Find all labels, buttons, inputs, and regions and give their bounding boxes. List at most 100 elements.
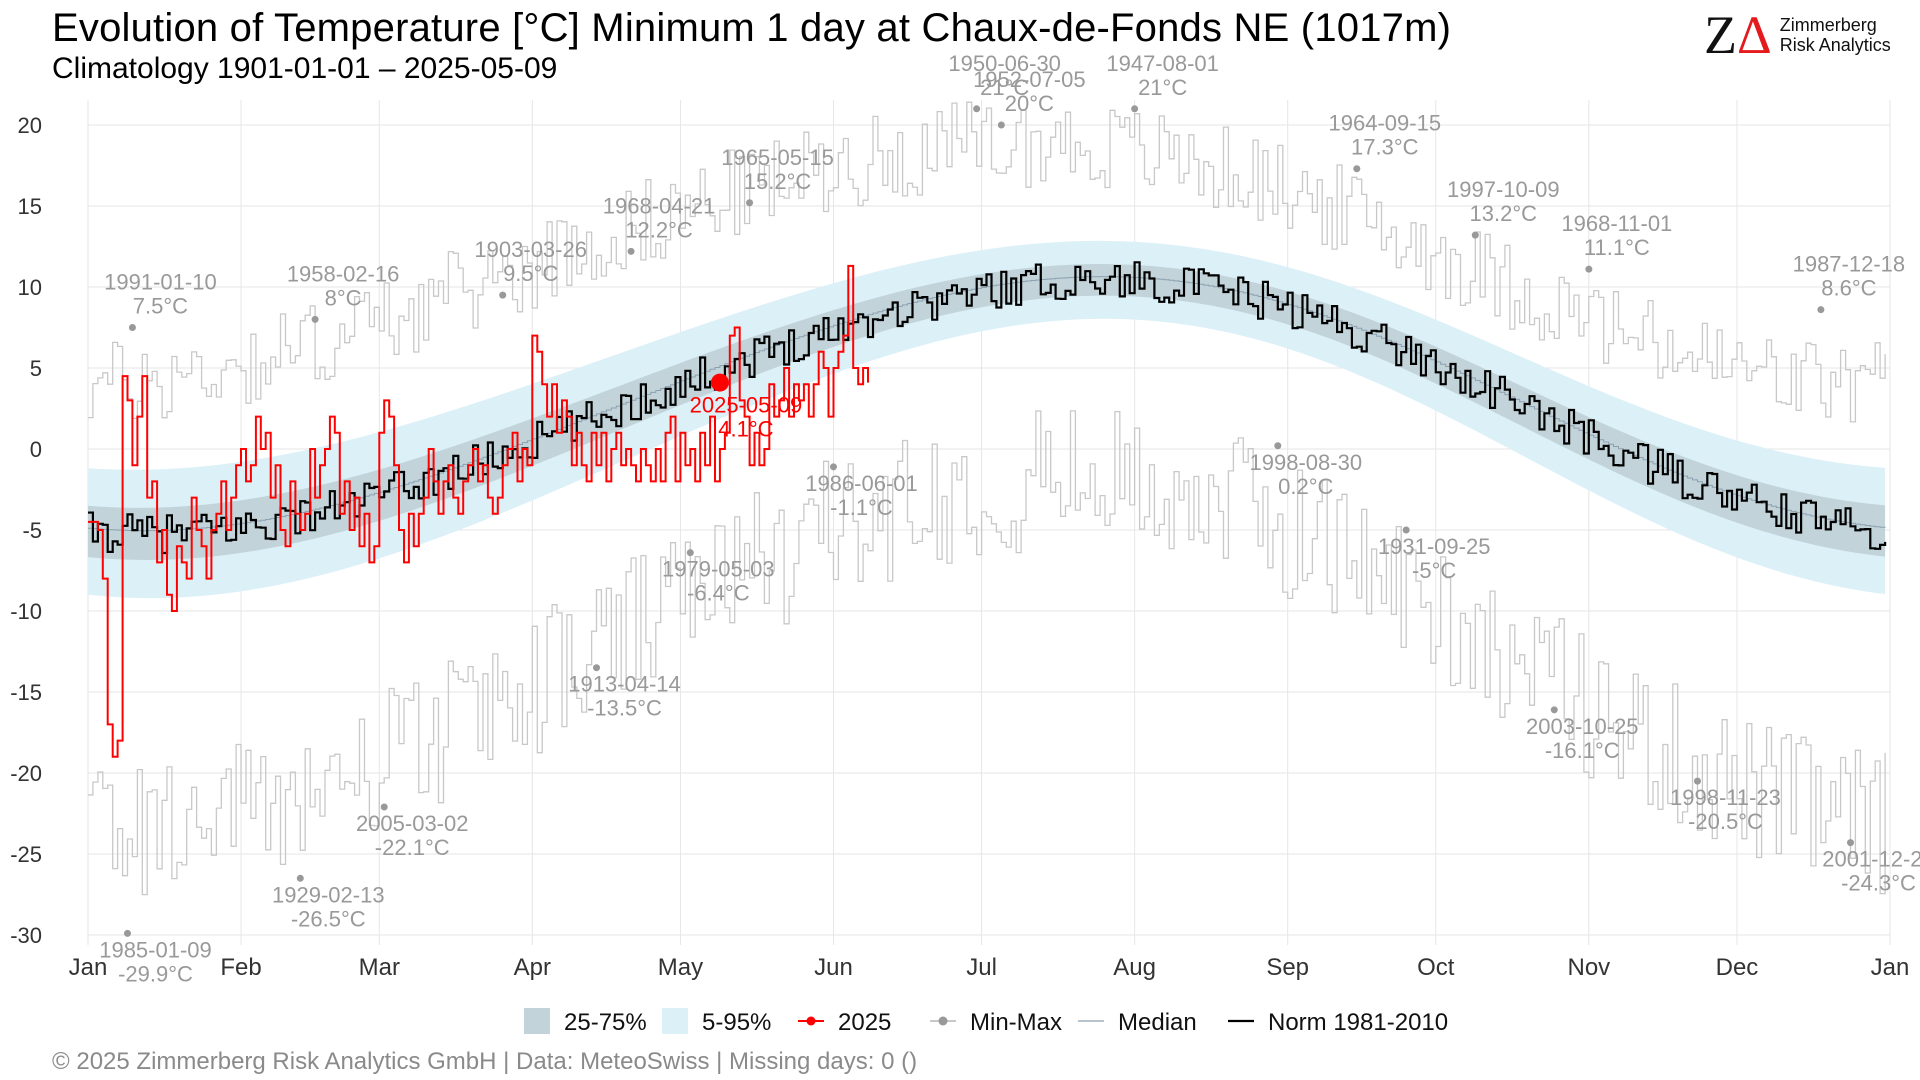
y-tick-label-5: -5 [22,518,42,543]
legend-label-series_2025: 2025 [838,1009,891,1036]
x-tick-label-8: Sep [1266,954,1309,981]
record-value-2: 9.5°C [503,261,558,286]
record-point-16 [686,549,694,557]
record-value-19: -5°C [1412,558,1456,583]
x-tick-label-1: Feb [220,954,261,981]
x-tick-label-9: Oct [1417,954,1455,981]
x-tick-label-4: May [658,954,703,981]
logo-delta: Δ [1737,5,1772,65]
y-tick-label-2: 10 [18,275,42,300]
company-logo: ZΔ Zimmerberg Risk Analytics [1704,8,1891,62]
record-date-11: 1987-12-18 [1793,252,1906,277]
x-tick-label-11: Dec [1716,954,1759,981]
y-tick-label-4: 0 [30,437,42,462]
legend-item-band_5_95: 5-95% [662,1008,771,1036]
y-tick-label-0: 20 [18,113,42,138]
y-tick-label-7: -15 [10,680,42,705]
record-point-22 [1847,839,1855,847]
chart-title: Evolution of Temperature [°C] Minimum 1 … [52,6,1452,50]
record-date-13: 1929-02-13 [272,882,385,907]
y-tick-label-9: -25 [10,842,42,867]
record-date-12: 1985-01-09 [99,937,212,962]
legend-swatch-band_25_75 [524,1008,550,1034]
logo-mark: ZΔ [1704,8,1772,62]
record-date-22: 2001-12-24 [1822,847,1920,872]
legend-dot-minmax [938,1016,948,1026]
record-point-10 [1585,265,1593,273]
record-value-21: -20.5°C [1688,809,1763,834]
record-date-1: 1958-02-16 [287,261,400,286]
record-date-10: 1968-11-01 [1561,211,1672,236]
record-value-7: 21°C [1138,75,1187,100]
legend-label-band_5_95: 5-95% [702,1009,771,1036]
record-date-16: 1979-05-03 [662,557,775,582]
record-point-13 [296,874,304,882]
record-value-4: 15.2°C [744,169,812,194]
legend-label-norm: Norm 1981-2010 [1268,1009,1448,1036]
record-date-4: 1965-05-15 [721,145,834,170]
record-point-8 [1353,165,1361,173]
y-tick-label-3: 5 [30,356,42,381]
record-value-10: 11.1°C [1584,235,1650,260]
record-value-13: -26.5°C [291,906,366,931]
record-date-18: 1998-08-30 [1250,450,1363,475]
record-value-6: 20°C [1005,91,1054,116]
record-point-5 [973,105,981,113]
record-date-9: 1997-10-09 [1447,177,1560,202]
record-value-22: -24.3°C [1841,871,1916,896]
record-date-8: 1964-09-15 [1329,111,1442,136]
record-value-17: -1.1°C [830,495,893,520]
record-value-8: 17.3°C [1351,135,1419,160]
current-day-marker [710,373,729,392]
record-date-5: 1950-06-30 [948,51,1061,76]
x-tick-label-5: Jun [814,954,853,981]
record-value-5: 21°C [980,75,1029,100]
record-date-21: 1998-11-23 [1670,785,1781,810]
record-point-1 [311,315,319,323]
record-point-18 [1274,442,1282,450]
logo-z: Z [1704,5,1737,65]
y-tick-label-10: -30 [10,923,42,948]
record-date-0: 1991-01-10 [104,270,217,295]
y-tick-label-1: 15 [18,194,42,219]
record-value-16: -6.4°C [687,581,750,606]
record-date-7: 1947-08-01 [1106,51,1219,76]
record-date-2: 1903-03-26 [474,237,587,262]
chart-subtitle: Climatology 1901-01-01 – 2025-05-09 [52,52,558,85]
x-tick-label-12: Jan [1871,954,1910,981]
record-point-0 [128,324,136,331]
norm-line [88,261,1887,555]
footer-copyright: © 2025 Zimmerberg Risk Analytics GmbH | … [52,1048,918,1075]
x-tick-label-6: Jul [966,954,997,981]
legend-item-series_2025: 2025 [798,1009,891,1036]
logo-line1: Zimmerberg [1779,15,1877,35]
chart-legend: 25-75% 5-95% 2025 Min-Max Median Norm 1981-20… [524,1008,1448,1036]
record-date-14: 2005-03-02 [356,811,469,836]
record-date-20: 2003-10-25 [1526,714,1639,739]
record-point-2 [499,291,507,299]
current-day-date: 2025-05-09 [690,393,803,418]
record-date-17: 1986-06-01 [805,471,918,496]
legend-item-band_25_75: 25-75% [524,1008,647,1036]
logo-text: Zimmerberg Risk Analytics [1780,15,1891,55]
logo-line2: Risk Analytics [1779,35,1891,55]
record-point-20 [1550,706,1558,714]
legend-label-band_25_75: 25-75% [564,1009,647,1036]
x-tick-label-3: Apr [514,954,551,981]
record-point-21 [1693,777,1701,785]
record-value-0: 7.5°C [133,294,188,319]
series-2025: 2025-05-094.1°C [88,264,869,758]
legend-swatch-band_5_95 [662,1008,688,1034]
legend-dot-2025 [806,1016,816,1026]
temperature-chart: 2025-05-094.1°C 1991-01-107.5°C 1958-02-1… [10,51,1920,987]
record-point-9 [1471,231,1479,239]
record-point-7 [1131,105,1139,113]
record-value-14: -22.1°C [375,835,450,860]
record-annotations: 1991-01-107.5°C 1958-02-168°C 1903-03-269.… [99,51,1920,987]
record-point-3 [627,247,635,255]
record-point-4 [746,199,754,207]
current-day-value: 4.1°C [718,417,773,442]
record-value-15: -13.5°C [587,696,662,721]
record-date-15: 1913-04-14 [568,672,681,697]
band-5-95 [88,240,1886,599]
